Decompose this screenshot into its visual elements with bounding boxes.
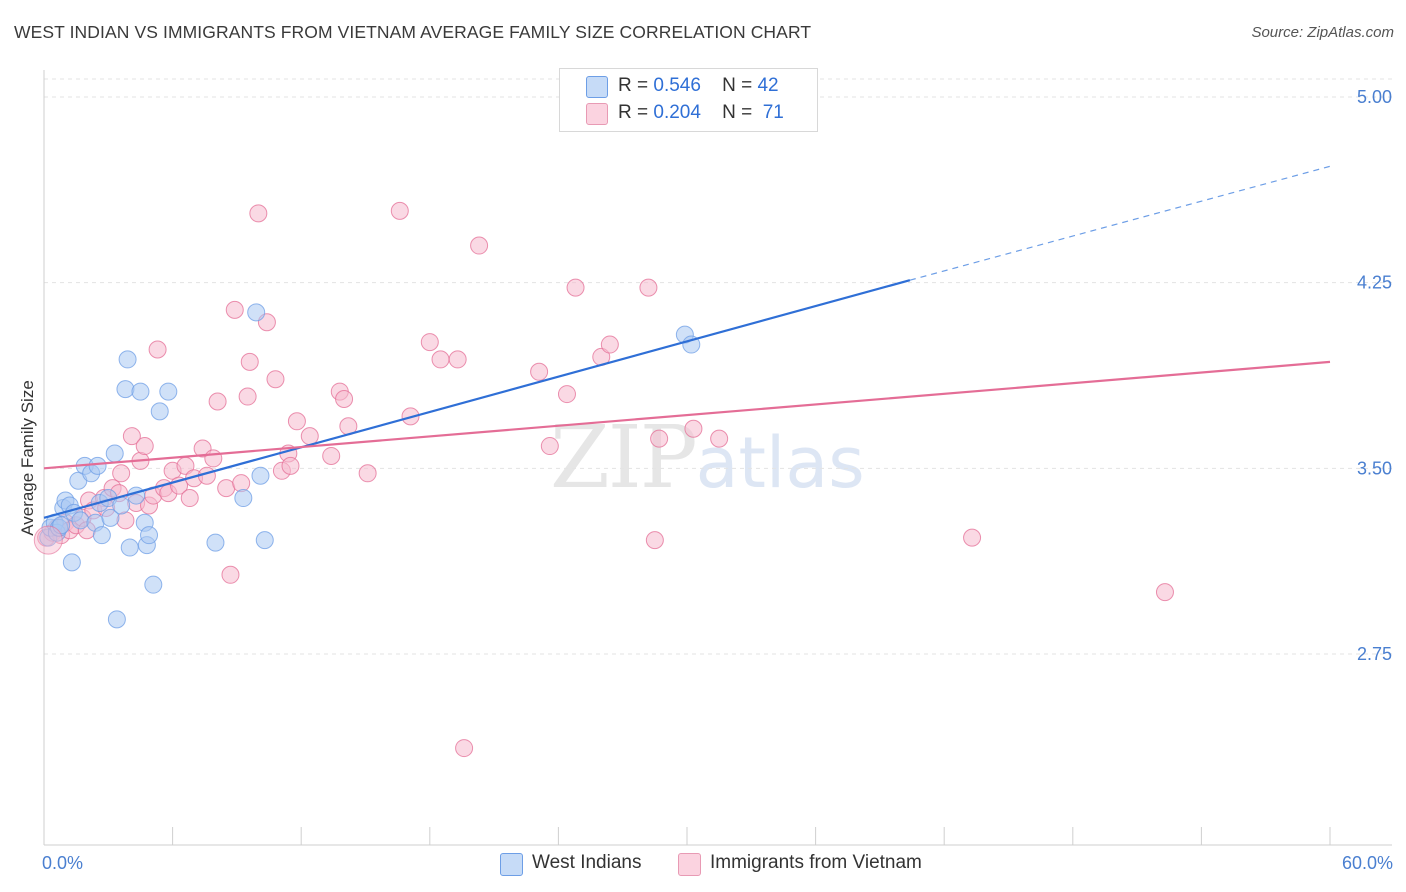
legend-swatch-blue — [500, 853, 523, 876]
west-indian-point — [88, 456, 107, 475]
y-tick-label: 4.25 — [1357, 273, 1392, 293]
vietnam-point — [204, 449, 223, 468]
series-legend: West Indians Immigrants from Vietnam — [0, 852, 1406, 878]
n-value: 42 — [757, 75, 779, 96]
legend-swatch-blue — [586, 76, 608, 98]
vietnam-point — [148, 340, 167, 359]
vietnam-point — [448, 350, 467, 369]
n-label: N = — [722, 102, 753, 123]
vietnam-point — [566, 278, 585, 297]
n-value: 71 — [762, 102, 784, 123]
y-tick-label: 3.50 — [1357, 458, 1392, 478]
r-label: R = — [618, 75, 649, 96]
vietnam-point — [287, 412, 306, 431]
vietnam-point — [684, 419, 703, 438]
source-label: Source: ZipAtlas.com — [1251, 24, 1394, 41]
legend-label: Immigrants from Vietnam — [710, 852, 922, 873]
chart-title: WEST INDIAN VS IMMIGRANTS FROM VIETNAM A… — [14, 22, 812, 42]
r-label: R = — [618, 102, 649, 123]
y-axis-title: Average Family Size — [18, 380, 37, 536]
vietnam-point — [335, 390, 354, 409]
vietnam-point — [540, 437, 559, 456]
vietnam-point — [530, 362, 549, 381]
vietnam-point — [390, 201, 409, 220]
legend-row-text: R = 0.204 N = 71 — [618, 102, 784, 124]
west-indian-point — [251, 466, 270, 485]
vietnam-point — [322, 446, 341, 465]
west-indian-point — [247, 303, 266, 322]
vietnam-point — [249, 204, 268, 223]
vietnam-point — [639, 278, 658, 297]
west-indian-point — [62, 553, 81, 572]
legend-swatch-pink — [678, 853, 701, 876]
west-indian-point — [144, 575, 163, 594]
vietnam-point — [266, 370, 285, 389]
west-indian-point — [255, 531, 274, 550]
west-indian-point — [234, 489, 253, 508]
west-indian-point — [71, 511, 90, 530]
vietnam-point — [217, 479, 236, 498]
vietnam-point — [645, 531, 664, 550]
vietnam-point — [431, 350, 450, 369]
west-indian-point — [140, 526, 159, 545]
correlation-legend: R = 0.546 N = 42 R = 0.204 N = 71 — [559, 68, 818, 132]
legend-swatch-pink — [586, 103, 608, 125]
y-tick-label: 2.75 — [1357, 644, 1392, 664]
x-tick-label: 0.0% — [42, 853, 83, 873]
vietnam-point — [122, 427, 141, 446]
vietnam-point — [112, 464, 131, 483]
vietnam-point — [208, 392, 227, 411]
vietnam-point — [221, 565, 240, 584]
y-tick-label: 5.00 — [1357, 87, 1392, 107]
vietnam-point — [116, 511, 135, 530]
vietnam-point — [33, 525, 63, 555]
west-indian-point — [159, 382, 178, 401]
west-indian-point — [206, 533, 225, 552]
west-indian-point — [116, 380, 135, 399]
west-indian-point — [101, 508, 120, 527]
west-indian-point — [150, 402, 169, 421]
west-indian-point — [92, 526, 111, 545]
vietnam-point — [600, 335, 619, 354]
vietnam-point — [470, 236, 489, 255]
vietnam-point — [557, 385, 576, 404]
vietnam-point — [963, 528, 982, 547]
west-indian-point — [118, 350, 137, 369]
vietnam-point — [225, 300, 244, 319]
vietnam-point — [650, 429, 669, 448]
vietnam-point — [240, 352, 259, 371]
west-indian-point — [105, 444, 124, 463]
west-indian-point — [112, 496, 131, 515]
vietnam-point — [135, 437, 154, 456]
vietnam-trendline — [43, 360, 1331, 470]
west-indian-trendline-extension — [909, 165, 1331, 281]
west-indian-point — [120, 538, 139, 557]
vietnam-point — [455, 739, 474, 758]
legend-label: West Indians — [532, 852, 642, 873]
legend-row-text: R = 0.546 N = 42 — [618, 75, 779, 97]
west-indian-point — [107, 610, 126, 629]
west-indian-trendline — [43, 279, 911, 519]
west-indian-point — [127, 486, 146, 505]
x-tick-label: 60.0% — [1342, 853, 1393, 873]
n-label: N = — [722, 75, 753, 96]
vietnam-point — [1155, 583, 1174, 602]
vietnam-point — [420, 333, 439, 352]
vietnam-point — [358, 464, 377, 483]
r-value: 0.204 — [653, 102, 701, 123]
vietnam-point — [180, 489, 199, 508]
vietnam-point — [238, 387, 257, 406]
vietnam-point — [710, 429, 729, 448]
vietnam-point — [232, 474, 251, 493]
vietnam-point — [281, 456, 300, 475]
vietnam-point — [300, 427, 319, 446]
r-value: 0.546 — [653, 75, 701, 96]
west-indian-point — [131, 382, 150, 401]
